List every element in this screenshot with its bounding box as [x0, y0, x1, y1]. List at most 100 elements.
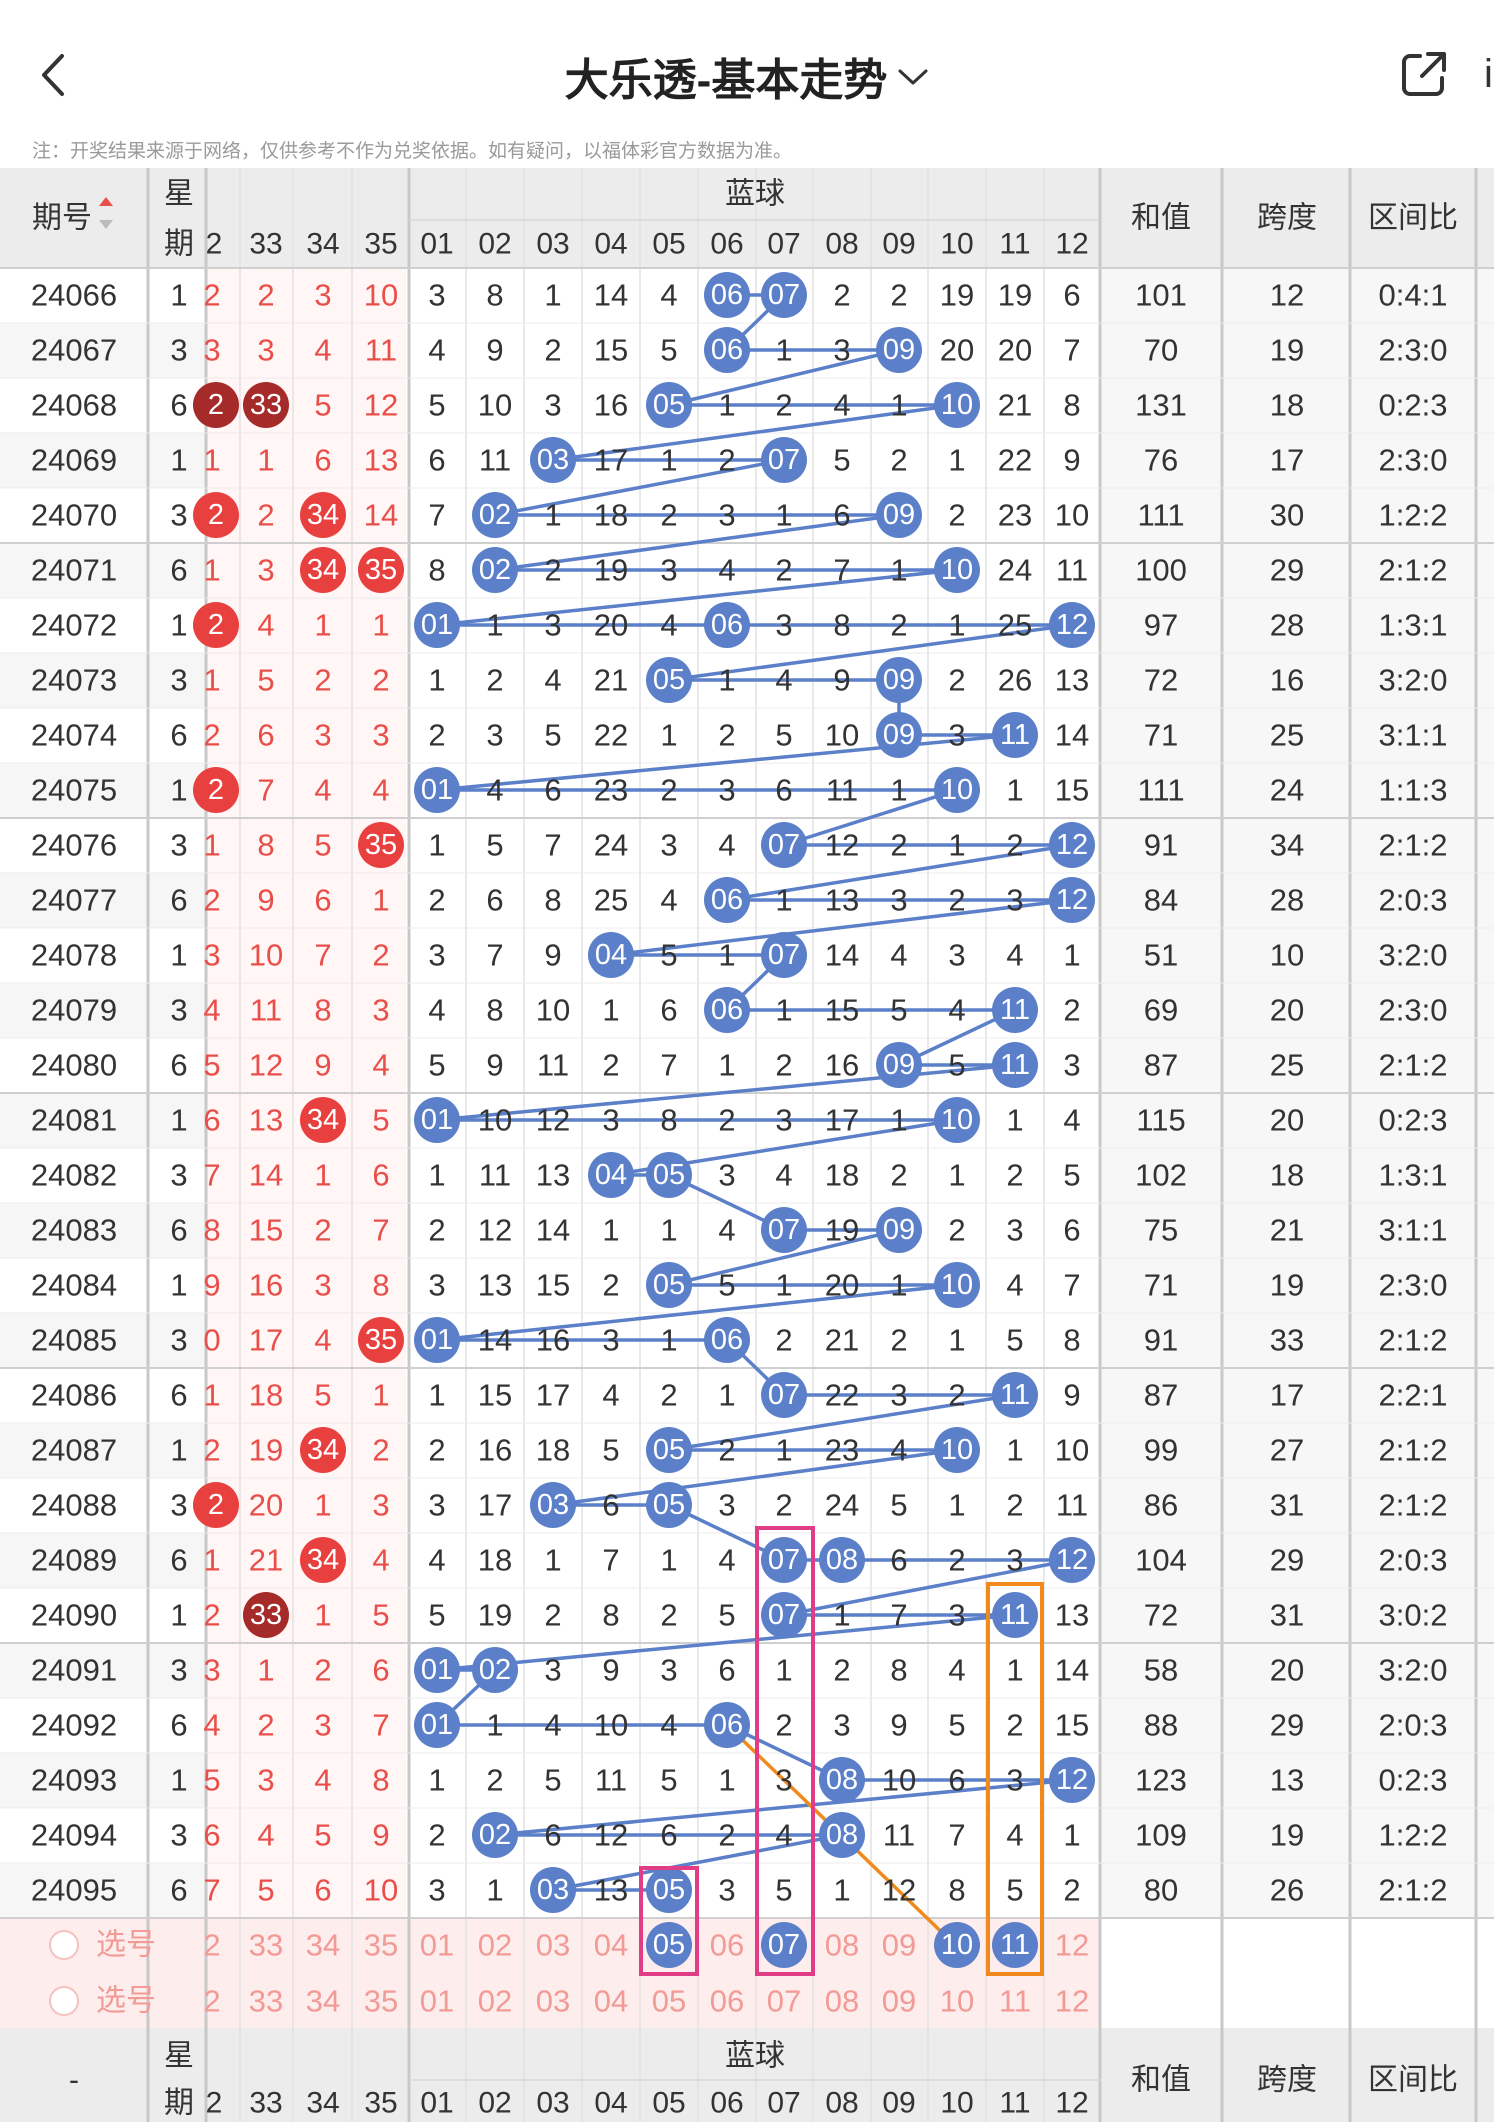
- pick-front-number[interactable]: 35: [364, 1928, 398, 1963]
- pick-blue-number[interactable]: 01: [420, 1984, 454, 2019]
- pick-blue-number[interactable]: 06: [710, 1984, 744, 2019]
- blue-miss-value: 11: [1056, 553, 1088, 588]
- pick-blue-number[interactable]: 05: [652, 1984, 686, 2019]
- table-row[interactable]: 24068 6 2 33 5 12 5 10 3 16 05 1 2 4 1 10 21 8 131 18 0:2:3: [31, 382, 1448, 428]
- table-row[interactable]: 24075 1 2 7 4 4 01 4 6 23 2 3 6 11 1 10 1 15 111 24 1:1:3: [31, 767, 1448, 813]
- table-row[interactable]: 24084 1 9 16 3 8 3 13 15 2 05 5 1 20 1 10 4 7 71 19 2:3:0: [31, 1262, 1448, 1308]
- pick-front-number[interactable]: 34: [306, 1928, 340, 1963]
- table-row[interactable]: 24071 6 1 3 34 35 8 02 2 19 3 4 2 7 1 10 24 11 100 29 2:1:2: [31, 547, 1448, 593]
- table-row[interactable]: 24080 6 5 12 9 4 5 9 11 2 7 1 2 16 09 5 11 3 87 25 2:1:2: [31, 1042, 1448, 1088]
- pick-blue-number[interactable]: 08: [825, 1984, 859, 2019]
- pick-blue-number[interactable]: 04: [594, 1984, 628, 2019]
- table-row[interactable]: 24083 6 8 15 2 7 2 12 14 1 1 4 07 19 09 2 3 6 75 21 3:1:1: [31, 1207, 1448, 1253]
- picked-blue-number[interactable]: 10: [941, 1929, 973, 1961]
- pick-blue-number[interactable]: 12: [1055, 1928, 1089, 1963]
- table-row[interactable]: 24066 1 2 2 3 10 3 8 1 14 4 06 07 2 2 19 19 6 101 12 0:4:1: [31, 272, 1448, 318]
- table-row[interactable]: 24081 1 6 13 34 5 01 10 12 3 8 2 3 17 1 10 1 4 115 20 0:2:3: [31, 1097, 1448, 1143]
- front-miss-value: 4: [372, 773, 389, 808]
- pick-blue-number[interactable]: 03: [536, 1928, 570, 1963]
- pick-blue-number[interactable]: 02: [478, 1928, 512, 1963]
- pick-blue-number[interactable]: 03: [536, 1984, 570, 2019]
- pick-front-number[interactable]: 2: [203, 1984, 220, 2019]
- pick-front-number[interactable]: 2: [203, 1928, 220, 1963]
- pick-blue-number[interactable]: 09: [882, 1984, 916, 2019]
- row-span: 25: [1270, 1048, 1304, 1083]
- blue-ball: [704, 327, 750, 373]
- picked-blue-number[interactable]: 05: [653, 1929, 685, 1961]
- row-shade: [0, 1203, 206, 1258]
- pick-row[interactable]: 选号 2 33 34 35 01 02 03 04 05 06 07 08 09 10 11 12: [49, 1922, 1089, 1968]
- table-row[interactable]: 24082 3 7 14 1 6 1 11 13 04 05 3 4 18 2 1 2 5 102 18 1:3:1: [31, 1152, 1448, 1198]
- pick-label[interactable]: 选号: [96, 1929, 156, 1962]
- pick-front-number[interactable]: 33: [249, 1984, 283, 2019]
- row-week: 6: [170, 388, 187, 423]
- blue-miss-value: 1: [544, 498, 561, 533]
- blue-miss-value: 3: [775, 608, 792, 643]
- pick-blue-number[interactable]: 09: [882, 1928, 916, 1963]
- row-sum: 87: [1144, 1378, 1178, 1413]
- front-miss-value: 2: [314, 663, 331, 698]
- pick-row[interactable]: 选号 2 33 34 35 01 02 03 04 05 06 07 08 09 10 11 12: [49, 1984, 1089, 2019]
- trend-line: [668, 1393, 1016, 1452]
- blue-miss-value: 3: [1006, 1543, 1023, 1578]
- table-row[interactable]: 24085 3 0 17 4 35 01 14 16 3 1 06 2 21 2 1 5 8 91 33 2:1:2: [31, 1317, 1448, 1363]
- chevron-left-icon[interactable]: [34, 50, 74, 100]
- table-row[interactable]: 24089 6 1 21 34 4 4 18 1 7 1 4 07 08 6 2 3 12 104 29 2:0:3: [31, 1537, 1448, 1583]
- pick-blue-number[interactable]: 08: [825, 1928, 859, 1963]
- table-row[interactable]: 24077 6 2 9 6 1 2 6 8 25 4 06 1 13 3 2 3 12 84 28 2:0:3: [31, 877, 1448, 923]
- pick-label[interactable]: 选号: [96, 1985, 156, 2018]
- table-row[interactable]: 24078 1 3 10 7 2 3 7 9 04 5 1 07 14 4 3 4 1 51 10 3:2:0: [31, 932, 1448, 978]
- chevron-down-icon[interactable]: [897, 67, 929, 87]
- table-row[interactable]: 24086 6 1 18 5 1 1 15 17 4 2 1 07 22 3 2 11 9 87 17 2:2:1: [31, 1372, 1448, 1418]
- table-row[interactable]: 24076 3 1 8 5 35 1 5 7 24 3 4 07 12 2 1 2 12 91 34 2:1:2: [31, 822, 1448, 868]
- table-row[interactable]: 24091 3 3 1 2 6 01 02 3 9 3 6 1 2 8 4 1 14 58 20 3:2:0: [31, 1647, 1448, 1693]
- page-title[interactable]: 大乐透-基本走势: [0, 44, 1494, 108]
- picked-blue-ball[interactable]: [646, 1922, 692, 1968]
- pick-front-number[interactable]: 34: [306, 1984, 340, 2019]
- table-row[interactable]: 24070 3 2 2 34 14 7 02 1 18 2 3 1 6 09 2 23 10 111 30 1:2:2: [31, 492, 1448, 538]
- table-row[interactable]: 24074 6 2 6 3 3 2 3 5 22 1 2 5 10 09 3 11 14 71 25 3:1:1: [31, 712, 1448, 758]
- picked-blue-number[interactable]: 11: [1000, 1929, 1030, 1961]
- pick-blue-number[interactable]: 06: [710, 1928, 744, 1963]
- pick-blue-number[interactable]: 11: [999, 1984, 1031, 2019]
- table-row[interactable]: 24087 1 2 19 34 2 2 16 18 5 05 2 1 23 4 10 1 10 99 27 2:1:2: [31, 1427, 1448, 1473]
- table-row[interactable]: 24088 3 2 20 1 3 3 17 03 6 05 3 2 24 5 1 2 11 86 31 2:1:2: [31, 1482, 1448, 1528]
- sort-icon[interactable]: [99, 197, 113, 229]
- column-header-blue: 01: [420, 228, 453, 261]
- more-text-partial[interactable]: i: [1484, 52, 1493, 96]
- radio-circle-icon[interactable]: [49, 1986, 79, 2016]
- front-miss-value: 2: [314, 1213, 331, 1248]
- front-miss-value: 14: [249, 1158, 283, 1193]
- table-row[interactable]: 24072 1 2 4 1 1 01 1 3 20 4 06 3 8 2 1 25 12 97 28 1:3:1: [31, 602, 1448, 648]
- table-row[interactable]: 24095 6 7 5 6 10 3 1 03 13 05 3 5 1 12 8 5 2 80 26 2:1:2: [31, 1867, 1448, 1913]
- red-ball: [358, 822, 404, 868]
- blue-miss-value: 6: [1063, 278, 1080, 313]
- pick-blue-number[interactable]: 01: [420, 1928, 454, 1963]
- picked-blue-ball[interactable]: [934, 1922, 980, 1968]
- pick-blue-number[interactable]: 02: [478, 1984, 512, 2019]
- table-row[interactable]: 24079 3 4 11 8 3 4 8 10 1 6 06 1 15 5 4 11 2 69 20 2:3:0: [31, 987, 1448, 1033]
- row-ratio: 3:0:2: [1379, 1598, 1448, 1633]
- picked-blue-ball[interactable]: [992, 1922, 1038, 1968]
- table-row[interactable]: 24093 1 5 3 4 8 1 2 5 11 5 1 3 08 10 6 3 12 123 13 0:2:3: [31, 1757, 1448, 1803]
- pick-blue-number[interactable]: 10: [940, 1984, 974, 2019]
- blue-miss-value: 12: [478, 1213, 512, 1248]
- pick-front-number[interactable]: 35: [364, 1984, 398, 2019]
- pick-blue-number[interactable]: 07: [767, 1984, 801, 2019]
- picked-blue-number[interactable]: 07: [768, 1929, 800, 1961]
- table-row[interactable]: 24090 1 2 33 1 5 5 19 2 8 2 5 07 1 7 3 11 13 72 31 3:0:2: [31, 1592, 1448, 1638]
- table-row[interactable]: 24067 3 3 3 4 11 4 9 2 15 5 06 1 3 09 20 20 7 70 19 2:3:0: [31, 327, 1448, 373]
- pick-blue-number[interactable]: 12: [1055, 1984, 1089, 2019]
- picked-blue-ball[interactable]: [761, 1922, 807, 1968]
- blue-miss-value: 8: [428, 553, 445, 588]
- radio-circle-icon[interactable]: [49, 1930, 79, 1960]
- table-row[interactable]: 24073 3 1 5 2 2 1 2 4 21 05 1 4 9 09 2 26 13 72 16 3:2:0: [31, 657, 1448, 703]
- share-icon[interactable]: [1398, 48, 1450, 100]
- table-row[interactable]: 24094 3 6 4 5 9 2 02 6 12 6 2 4 08 11 7 4 1 109 19 1:2:2: [31, 1812, 1448, 1858]
- table-row[interactable]: 24069 1 1 1 6 13 6 11 03 17 1 2 07 5 2 1 22 9 76 17 2:3:0: [31, 437, 1448, 483]
- table-row[interactable]: 24092 6 4 2 3 7 01 1 4 10 4 06 2 3 9 5 2 15 88 29 2:0:3: [31, 1702, 1448, 1748]
- row-span: 25: [1270, 718, 1304, 753]
- pick-blue-number[interactable]: 04: [594, 1928, 628, 1963]
- pick-front-number[interactable]: 33: [249, 1928, 283, 1963]
- blue-miss-value: 1: [1006, 1433, 1023, 1468]
